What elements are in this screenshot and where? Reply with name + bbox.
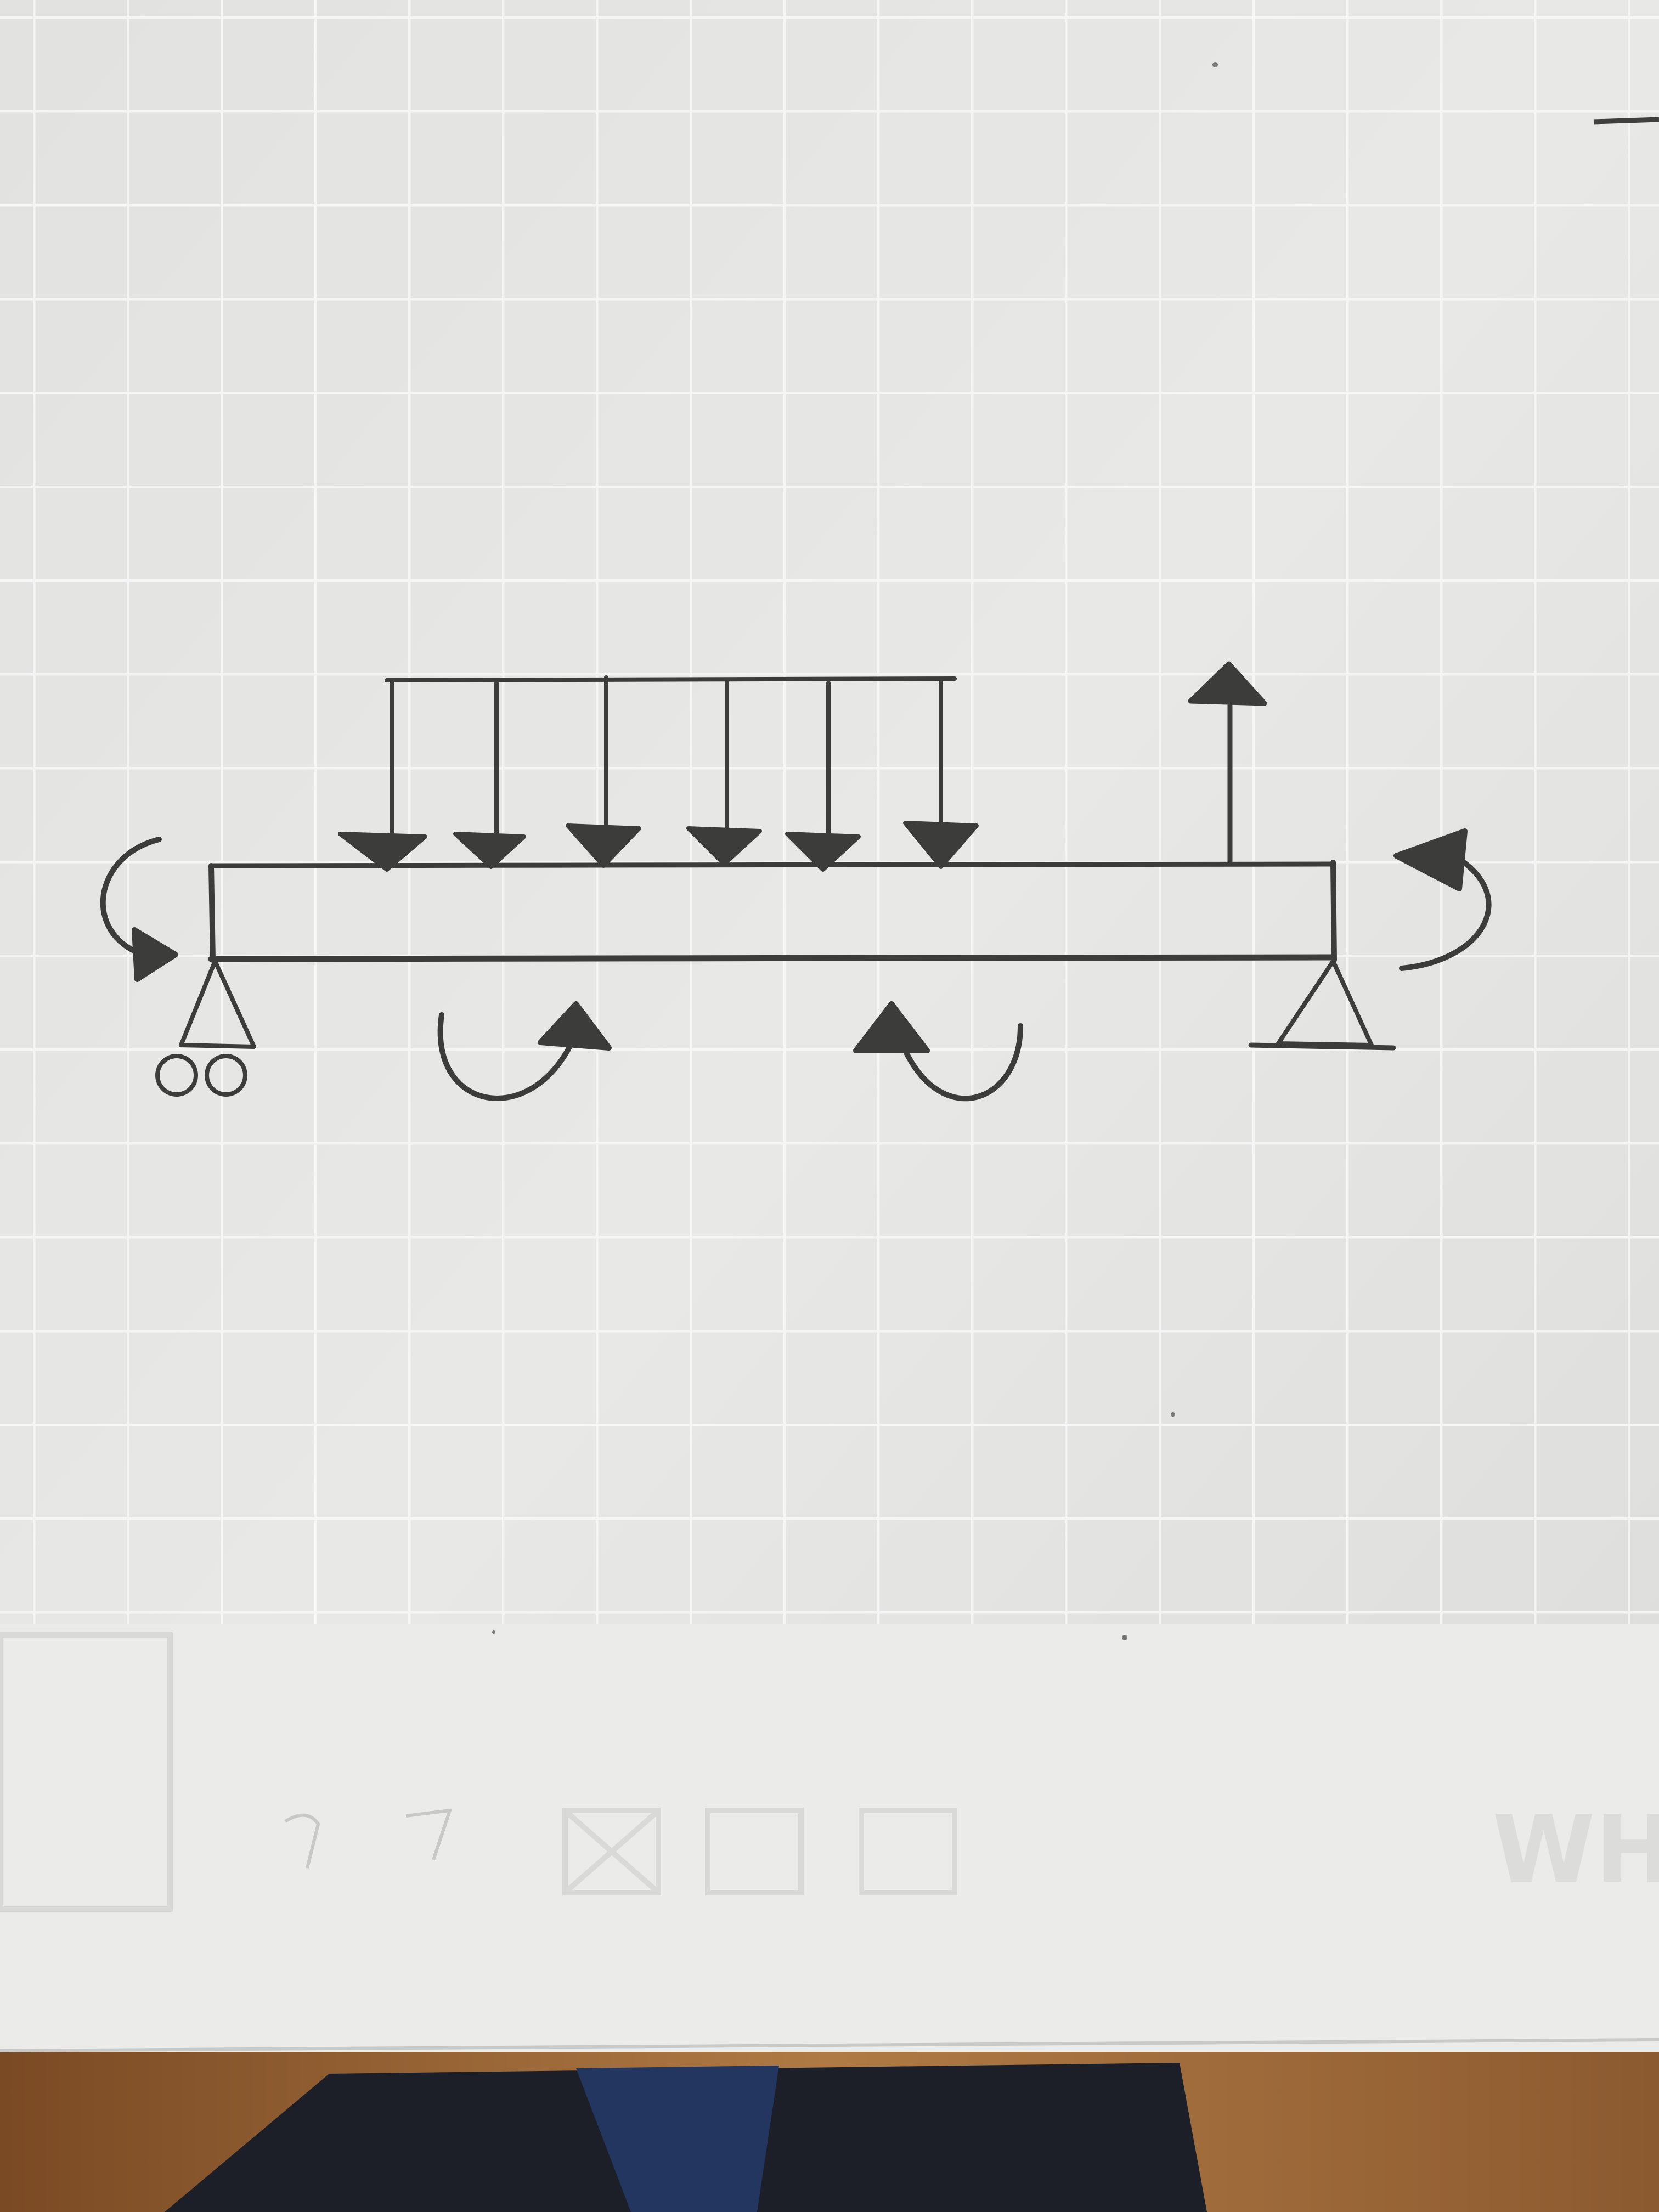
blue-cloth [576,2066,779,2212]
load-top-line [385,676,957,682]
show-through-print [0,1632,957,1912]
upward-force-arrow [1188,661,1267,867]
load-arrow [566,675,641,868]
load-arrow [338,678,427,872]
faint-pencil-marks [284,1808,453,1869]
beam [208,860,1337,963]
moment-arrow-lower-left [437,1001,612,1101]
paper-specks [492,62,1218,1640]
pin-support [1248,959,1396,1051]
load-arrow [686,678,762,866]
load-arrow [903,678,979,869]
roller-support [155,959,256,1097]
distributed-load [338,675,979,872]
edge-mark [1593,117,1659,125]
paper-sheet [0,0,1659,2052]
load-arrow [453,681,526,869]
show-through-text: WH [1492,1796,1659,1904]
beam-drawing [100,661,1492,1102]
load-arrow [785,681,861,872]
right-moment-arrow [1393,828,1492,971]
left-moment-arrow [100,837,178,982]
moment-arrow-lower-right [853,1001,1023,1102]
